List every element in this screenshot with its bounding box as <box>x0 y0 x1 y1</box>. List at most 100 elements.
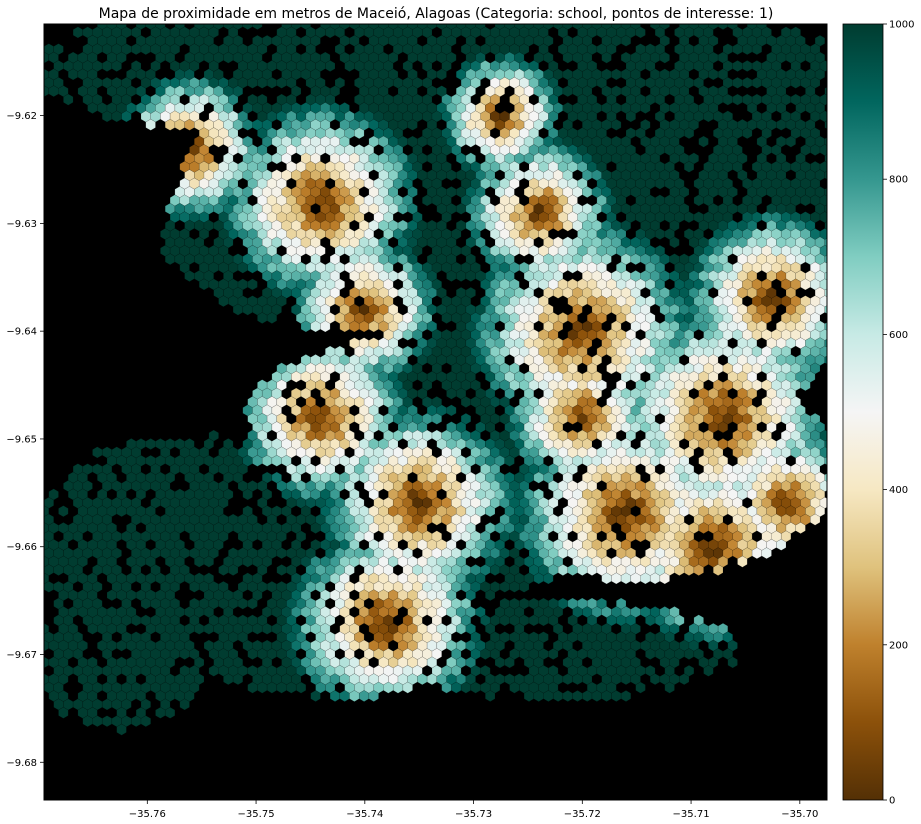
hexbin-cell <box>819 211 827 224</box>
colorbar-tick-label: 0 <box>889 796 895 807</box>
hexbin-cell <box>232 673 244 686</box>
hexbin-cell <box>402 681 413 694</box>
hexbin-cell <box>800 379 811 392</box>
hexbin-cell <box>354 127 365 140</box>
hexbin-cell <box>519 580 530 593</box>
hexbin-cell <box>693 564 704 576</box>
hexbin-cell <box>504 454 515 467</box>
y-tick-label: −9.64 <box>6 327 37 338</box>
hexbin-cell <box>824 355 827 365</box>
hexbin-cell <box>296 681 307 694</box>
x-tick-label: −35.74 <box>346 809 383 820</box>
hexbin-cell <box>727 656 738 669</box>
hexbin-cell <box>679 673 690 686</box>
hexbin-cell <box>737 555 748 568</box>
hexbin-cell <box>684 127 695 140</box>
hexbin-cell <box>44 496 54 509</box>
y-tick-label: −9.67 <box>6 650 37 661</box>
hexbin-cell <box>625 110 636 123</box>
x-tick-label: −35.72 <box>564 809 601 820</box>
y-tick-label: −9.63 <box>6 219 37 230</box>
hexbin-cell <box>325 60 336 72</box>
x-tick-label: −35.70 <box>781 809 818 820</box>
hexbin-cell <box>819 110 827 123</box>
hexbin-cell <box>543 572 554 585</box>
hexbin-cell <box>436 68 447 81</box>
hexbin-cell <box>824 170 827 180</box>
hexbin-cell <box>140 715 151 728</box>
hexbin-cell <box>485 505 496 518</box>
hexbin-cell <box>485 589 496 602</box>
hexbin-cell <box>203 555 214 568</box>
hexbin-cell <box>116 723 127 736</box>
hexbin-cell <box>635 681 646 694</box>
hexbin-cell <box>548 648 559 660</box>
hexbin-cell <box>63 93 74 106</box>
hexbin-cell <box>824 120 827 130</box>
y-axis: −9.62 −9.63 −9.64 −9.65 −9.66 −9.67 −9.68 <box>6 111 44 769</box>
hexbin-cell <box>684 160 695 173</box>
y-tick-label: −9.66 <box>6 542 37 553</box>
hexbin-cell <box>247 597 258 610</box>
hexbin-cell <box>407 118 418 131</box>
colorbar-tick-label: 800 <box>889 175 908 186</box>
hexbin-cell <box>601 51 612 64</box>
hexbin-cell <box>164 706 176 719</box>
plot-area <box>43 23 828 801</box>
hexbin-cell <box>320 320 331 333</box>
hexbin-cell <box>242 488 253 501</box>
y-tick-label: −9.68 <box>6 758 37 769</box>
hexbin-cell <box>252 24 263 30</box>
hexbin-cell <box>266 312 277 324</box>
hexbin-cell <box>698 135 709 148</box>
hexbin-cell <box>795 522 806 534</box>
hexbin-cell <box>761 547 772 560</box>
y-tick-label: −9.62 <box>6 111 37 122</box>
hexbin-cell <box>785 135 796 148</box>
hexbin-cell <box>824 305 827 314</box>
hexbin-cell <box>635 26 646 39</box>
hexbin-cell <box>58 505 69 518</box>
hexbin-cell <box>713 564 724 576</box>
x-tick-label: −35.73 <box>455 809 492 820</box>
hexbin-cell <box>620 34 631 47</box>
colorbar-gradient <box>842 23 884 801</box>
hexbin-cell <box>810 513 821 526</box>
hexbin-cell <box>776 538 787 551</box>
colorbar-tick-label: 1000 <box>889 20 914 31</box>
hexbin-cell <box>58 706 69 719</box>
y-tick-label: −9.65 <box>6 434 37 445</box>
hexbin-cell <box>247 278 258 291</box>
chart-title: Mapa de proximidade em metros de Maceió,… <box>99 6 774 22</box>
hexbin-cell <box>659 51 670 64</box>
hexbin-cell <box>431 412 442 425</box>
hexbin-cell <box>446 404 457 417</box>
hexbin-cell <box>611 118 622 131</box>
colorbar-axis: 0 200 400 600 800 1000 <box>883 20 914 807</box>
hexbin-cell <box>717 421 728 434</box>
hexbin-cell <box>121 110 132 123</box>
hexbin-cell <box>504 656 515 669</box>
hexbin-layer <box>44 24 827 736</box>
x-tick-label: −35.71 <box>673 809 710 820</box>
hexbin-cell <box>485 690 496 702</box>
colorbar-tick-label: 600 <box>889 330 908 341</box>
x-tick-label: −35.75 <box>238 809 275 820</box>
x-tick-label: −35.76 <box>129 809 166 820</box>
hexbin-cell <box>703 664 714 677</box>
plot-frame <box>43 23 828 801</box>
hexbin-cell <box>310 690 321 702</box>
hexbin-cell <box>664 681 675 694</box>
colorbar: 0 200 400 600 800 1000 <box>842 20 914 807</box>
hexbin-cell <box>742 127 753 140</box>
colorbar-tick-label: 400 <box>889 485 908 496</box>
colorbar-tick-label: 200 <box>889 640 908 651</box>
hexbin-cell <box>640 102 651 114</box>
hexbin-cell <box>751 43 762 56</box>
hexbin-cell <box>368 690 379 702</box>
x-axis: −35.76 −35.75 −35.74 −35.73 −35.72 −35.71 −35.… <box>129 800 818 820</box>
hexbin-cell <box>145 118 156 131</box>
hexbin-cell <box>228 564 239 576</box>
hexbin-cell <box>659 572 670 585</box>
